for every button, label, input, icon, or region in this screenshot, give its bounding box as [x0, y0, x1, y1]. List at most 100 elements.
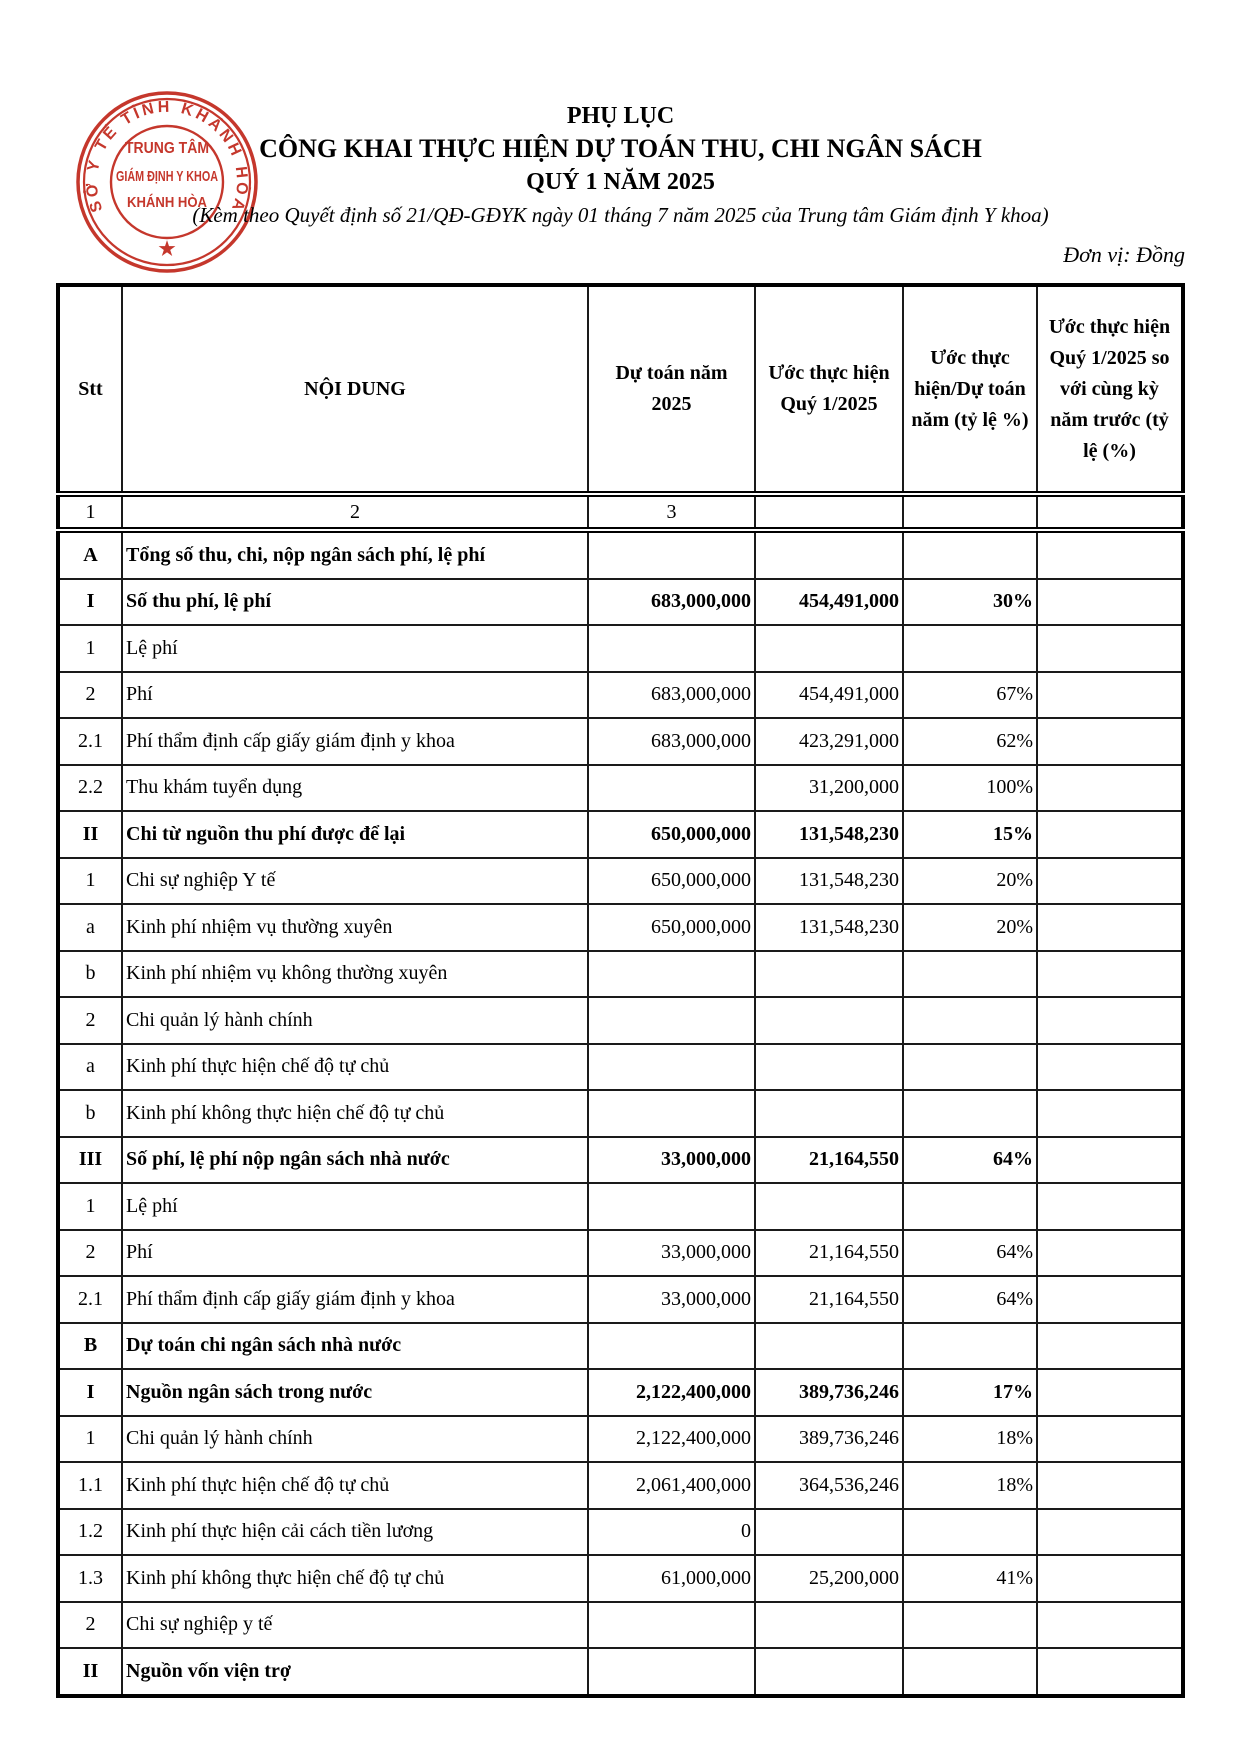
- table-row: 2.1 Phí thẩm định cấp giấy giám định y kh…: [57, 717, 1184, 766]
- cell-label: Thu khám tuyển dụng: [121, 763, 589, 812]
- cell-v3: [902, 1600, 1038, 1649]
- cell-v3: [902, 624, 1038, 673]
- cell-label: Lệ phí: [121, 1182, 589, 1231]
- cell-stt: 2: [57, 670, 123, 719]
- cell-v1: 683,000,000: [587, 717, 756, 766]
- cell-v3: 18%: [902, 1461, 1038, 1510]
- cell-v2: [754, 949, 904, 998]
- cell-v4: [1036, 1228, 1184, 1277]
- cell-label: Số phí, lệ phí nộp ngân sách nhà nước: [121, 1135, 589, 1184]
- cell-v1: [587, 1089, 756, 1138]
- cell-v1: 650,000,000: [587, 903, 756, 952]
- table-row: 2 Chi sự nghiệp y tế: [57, 1600, 1184, 1649]
- cell-v1: 2,061,400,000: [587, 1461, 756, 1510]
- table-header: Stt NỘI DUNG Dự toán năm 2025 Ước thực h…: [57, 284, 1184, 497]
- cell-stt: B: [57, 1321, 123, 1370]
- cell-v4: [1036, 670, 1184, 719]
- unit-label: Đơn vị: Đồng: [1063, 242, 1185, 267]
- cell-v4: [1036, 856, 1184, 905]
- cell-v1: [587, 1321, 756, 1370]
- cell-v4: [1036, 1600, 1184, 1649]
- cell-v2: 389,736,246: [754, 1414, 904, 1463]
- cell-v2: 454,491,000: [754, 577, 904, 626]
- cell-stt: 1.1: [57, 1461, 123, 1510]
- cell-v4: [1036, 624, 1184, 673]
- index-cell: 3: [587, 493, 756, 533]
- col-header-uocthuchien: Ước thực hiện Quý 1/2025: [754, 284, 904, 497]
- table-row: II Chi từ nguồn thu phí được để lại 650,00…: [57, 810, 1184, 859]
- table-row: 2 Phí 683,000,000 454,491,000 67%: [57, 670, 1184, 719]
- index-cell: [1036, 493, 1184, 533]
- cell-v1: [587, 529, 756, 580]
- cell-v2: [754, 529, 904, 580]
- cell-label: Phí thẩm định cấp giấy giám định y khoa: [121, 717, 589, 766]
- cell-label: Kinh phí thực hiện chế độ tự chủ: [121, 1461, 589, 1510]
- cell-v1: 2,122,400,000: [587, 1414, 756, 1463]
- cell-v1: 0: [587, 1507, 756, 1556]
- cell-v2: 21,164,550: [754, 1275, 904, 1324]
- table-row: I Nguồn ngân sách trong nước 2,122,400,000…: [57, 1368, 1184, 1417]
- table-row: 1.2 Kinh phí thực hiện cải cách tiền lươn…: [57, 1507, 1184, 1556]
- cell-v2: [754, 1182, 904, 1231]
- cell-stt: b: [57, 949, 123, 998]
- cell-v3: [902, 1647, 1038, 1697]
- cell-label: Nguồn vốn viện trợ: [121, 1647, 589, 1697]
- cell-v2: 31,200,000: [754, 763, 904, 812]
- cell-stt: 2.1: [57, 717, 123, 766]
- cell-label: Chi sự nghiệp y tế: [121, 1600, 589, 1649]
- table-row: 1 Lệ phí: [57, 624, 1184, 673]
- cell-stt: A: [57, 529, 123, 580]
- cell-v1: [587, 1647, 756, 1697]
- table-row: b Kinh phí không thực hiện chế độ tự chủ: [57, 1089, 1184, 1138]
- cell-v4: [1036, 1182, 1184, 1231]
- cell-v3: 30%: [902, 577, 1038, 626]
- cell-v4: [1036, 1321, 1184, 1370]
- table-row: 2.1 Phí thẩm định cấp giấy giám định y kh…: [57, 1275, 1184, 1324]
- table-row: I Số thu phí, lệ phí 683,000,000 454,491,00…: [57, 577, 1184, 626]
- table-row: a Kinh phí thực hiện chế độ tự chủ: [57, 1042, 1184, 1091]
- cell-v2: 131,548,230: [754, 856, 904, 905]
- cell-stt: a: [57, 903, 123, 952]
- cell-stt: a: [57, 1042, 123, 1091]
- cell-v2: 131,548,230: [754, 903, 904, 952]
- cell-v3: 67%: [902, 670, 1038, 719]
- cell-v3: 20%: [902, 903, 1038, 952]
- table-row: 2 Phí 33,000,000 21,164,550 64%: [57, 1228, 1184, 1277]
- cell-label: Phí thẩm định cấp giấy giám định y khoa: [121, 1275, 589, 1324]
- cell-v1: 650,000,000: [587, 856, 756, 905]
- cell-v3: 20%: [902, 856, 1038, 905]
- cell-label: Dự toán chi ngân sách nhà nước: [121, 1321, 589, 1370]
- cell-v4: [1036, 763, 1184, 812]
- cell-v4: [1036, 1414, 1184, 1463]
- cell-v3: [902, 949, 1038, 998]
- table-row: 1 Lệ phí: [57, 1182, 1184, 1231]
- cell-v3: [902, 1089, 1038, 1138]
- cell-v3: [902, 1321, 1038, 1370]
- cell-stt: 1: [57, 1414, 123, 1463]
- table-row: 1 Chi sự nghiệp Y tế 650,000,000 131,548,23…: [57, 856, 1184, 905]
- cell-v1: [587, 624, 756, 673]
- budget-table: Stt NỘI DUNG Dự toán năm 2025 Ước thực h…: [56, 283, 1185, 1698]
- cell-v2: 21,164,550: [754, 1228, 904, 1277]
- cell-label: Chi quản lý hành chính: [121, 996, 589, 1045]
- col-header-tyle: Ước thực hiện/Dự toán năm (tỷ lệ %): [902, 284, 1038, 497]
- cell-v2: [754, 1507, 904, 1556]
- cell-stt: I: [57, 577, 123, 626]
- cell-v2: [754, 1600, 904, 1649]
- document-header: PHỤ LỤC CÔNG KHAI THỰC HIỆN DỰ TOÁN THU,…: [56, 100, 1185, 230]
- cell-label: Kinh phí không thực hiện chế độ tự chủ: [121, 1089, 589, 1138]
- cell-v2: 364,536,246: [754, 1461, 904, 1510]
- cell-v3: [902, 529, 1038, 580]
- cell-v3: 62%: [902, 717, 1038, 766]
- cell-label: Tổng số thu, chi, nộp ngân sách phí, lệ …: [121, 529, 589, 580]
- cell-v2: 131,548,230: [754, 810, 904, 859]
- cell-v3: 100%: [902, 763, 1038, 812]
- cell-stt: 1.3: [57, 1554, 123, 1603]
- cell-v2: [754, 1042, 904, 1091]
- cell-v4: [1036, 1275, 1184, 1324]
- cell-v4: [1036, 1554, 1184, 1603]
- table-row: A Tổng số thu, chi, nộp ngân sách phí, lệ…: [57, 529, 1184, 580]
- cell-v1: [587, 996, 756, 1045]
- table-body: 1 2 3 A Tổng số thu, chi, nộp ngân sách p…: [57, 493, 1184, 1697]
